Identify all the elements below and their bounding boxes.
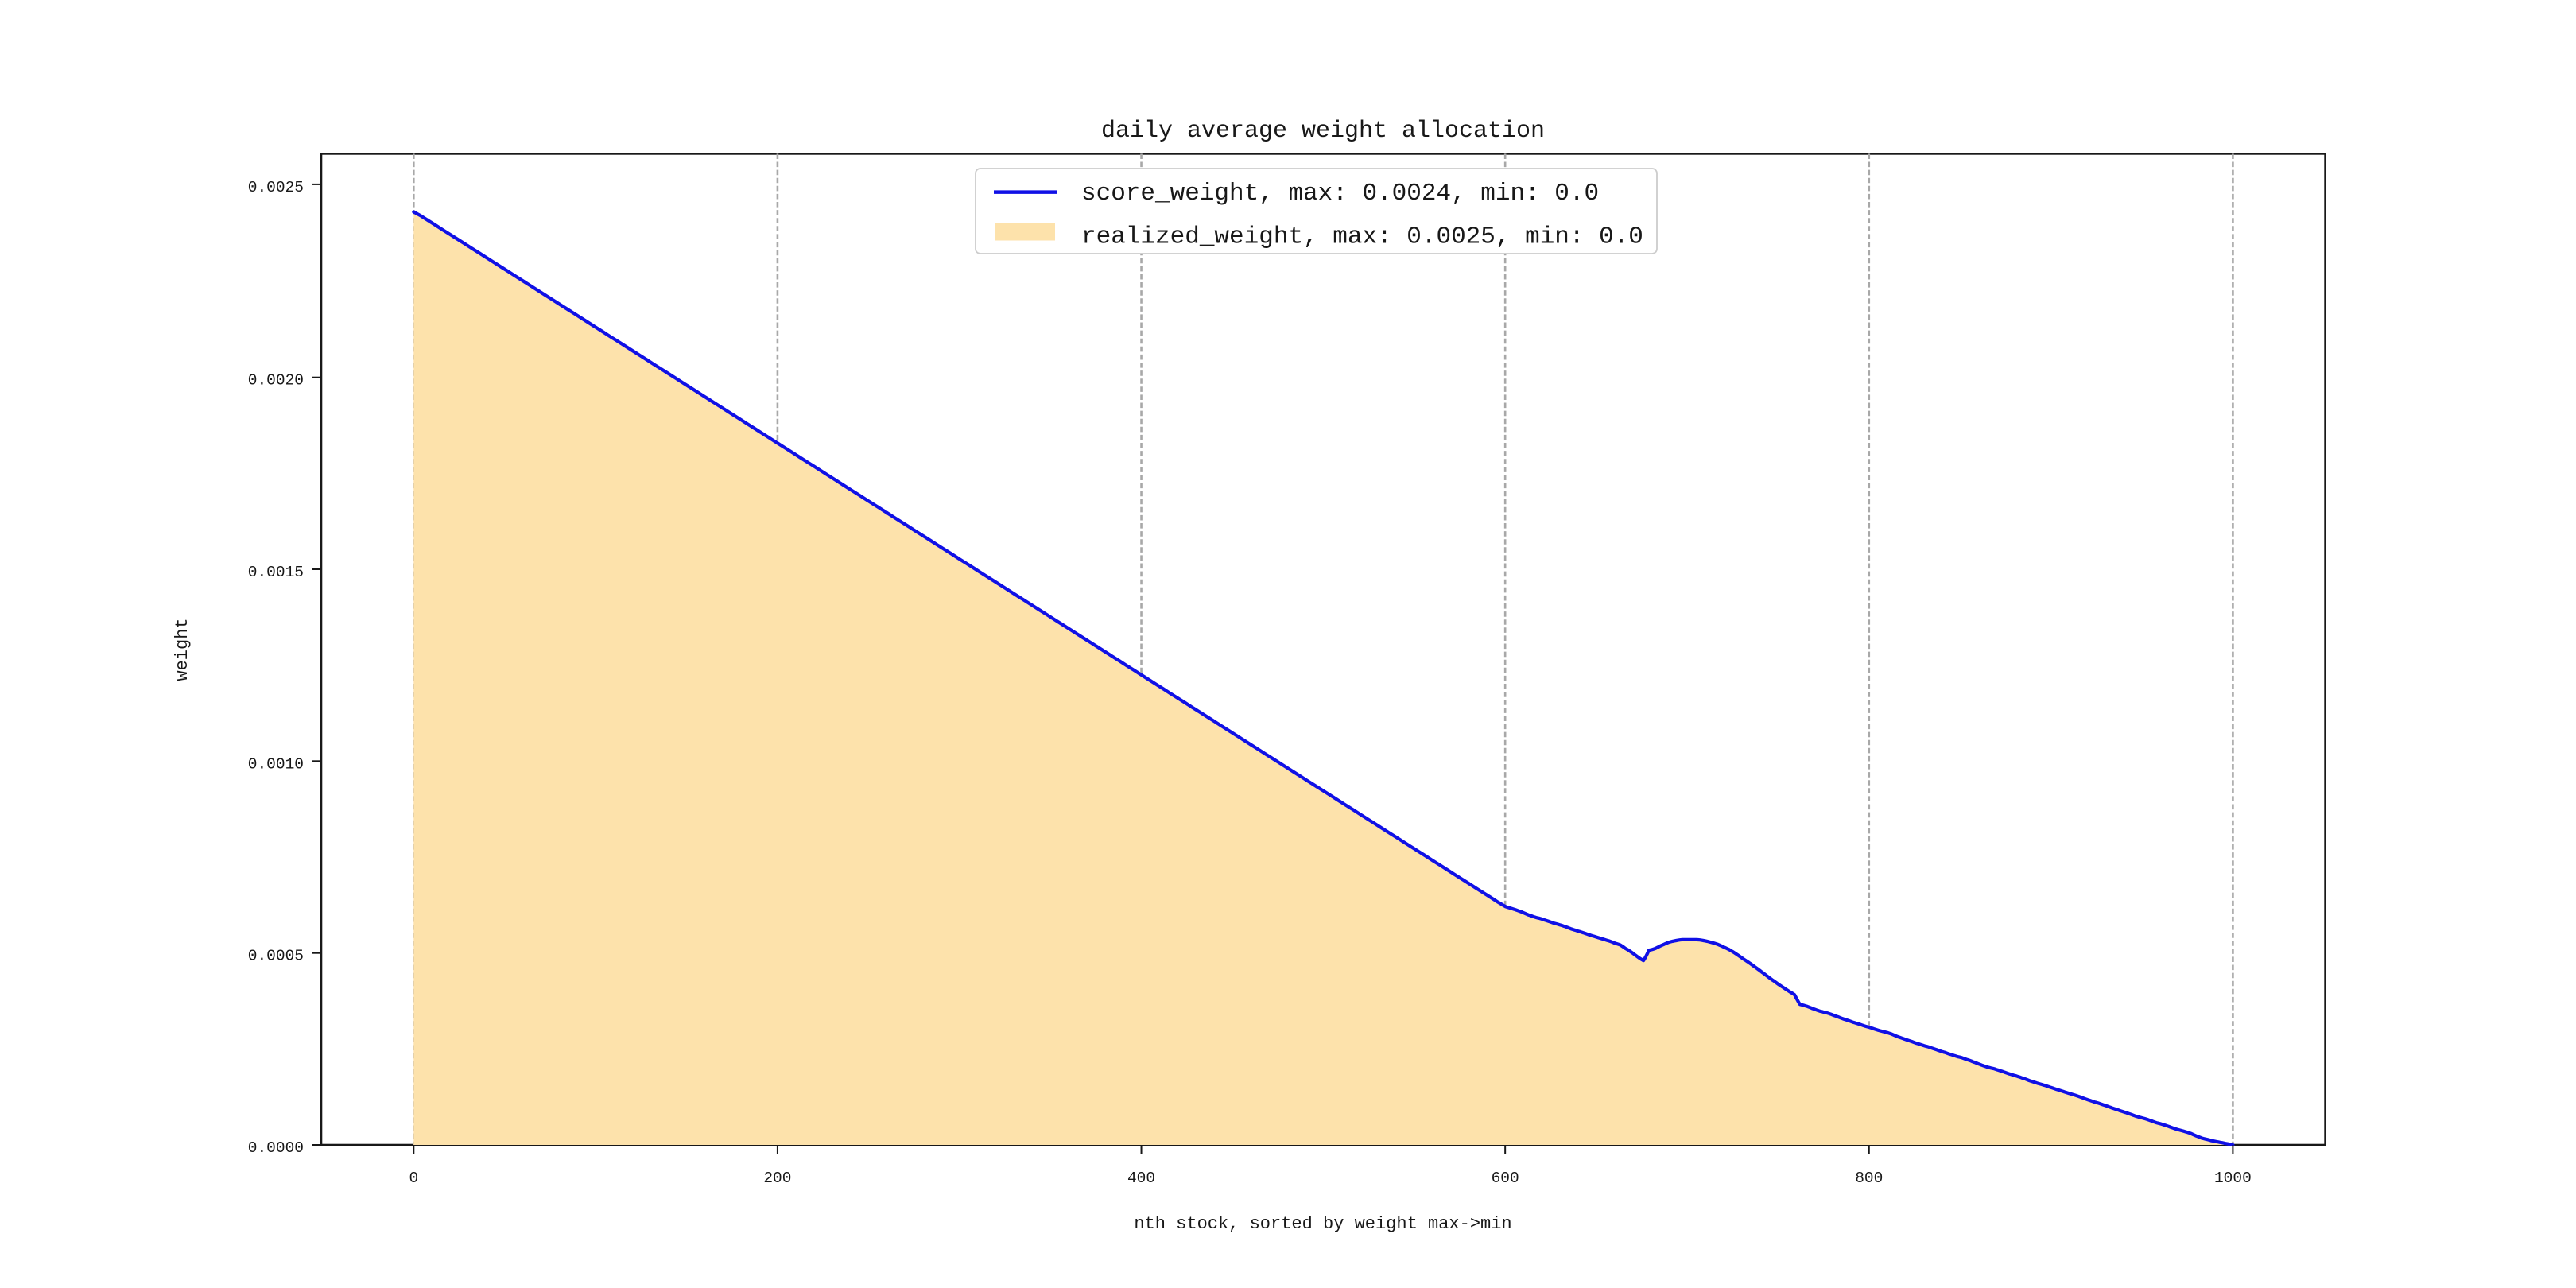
svg-text:800: 800: [1855, 1170, 1883, 1187]
svg-text:0.0005: 0.0005: [248, 948, 304, 965]
svg-text:score_weight, max: 0.0024, min: score_weight, max: 0.0024, min: 0.0: [1081, 180, 1599, 208]
svg-text:0: 0: [409, 1170, 418, 1187]
svg-text:0.0020: 0.0020: [248, 372, 304, 390]
svg-text:nth stock, sorted by weight ma: nth stock, sorted by weight max->min: [1134, 1214, 1511, 1234]
svg-text:200: 200: [763, 1170, 791, 1187]
svg-text:600: 600: [1492, 1170, 1519, 1187]
svg-text:daily average weight allocatio: daily average weight allocation: [1101, 118, 1545, 145]
svg-text:1000: 1000: [2214, 1170, 2252, 1187]
svg-text:0.0000: 0.0000: [248, 1139, 304, 1157]
svg-text:400: 400: [1127, 1170, 1155, 1187]
svg-text:0.0010: 0.0010: [248, 755, 304, 773]
svg-text:realized_weight, max: 0.0025,: realized_weight, max: 0.0025, min: 0.0: [1081, 223, 1643, 250]
svg-text:0.0025: 0.0025: [248, 179, 304, 196]
svg-text:weight: weight: [173, 618, 192, 681]
svg-text:0.0015: 0.0015: [248, 564, 304, 581]
